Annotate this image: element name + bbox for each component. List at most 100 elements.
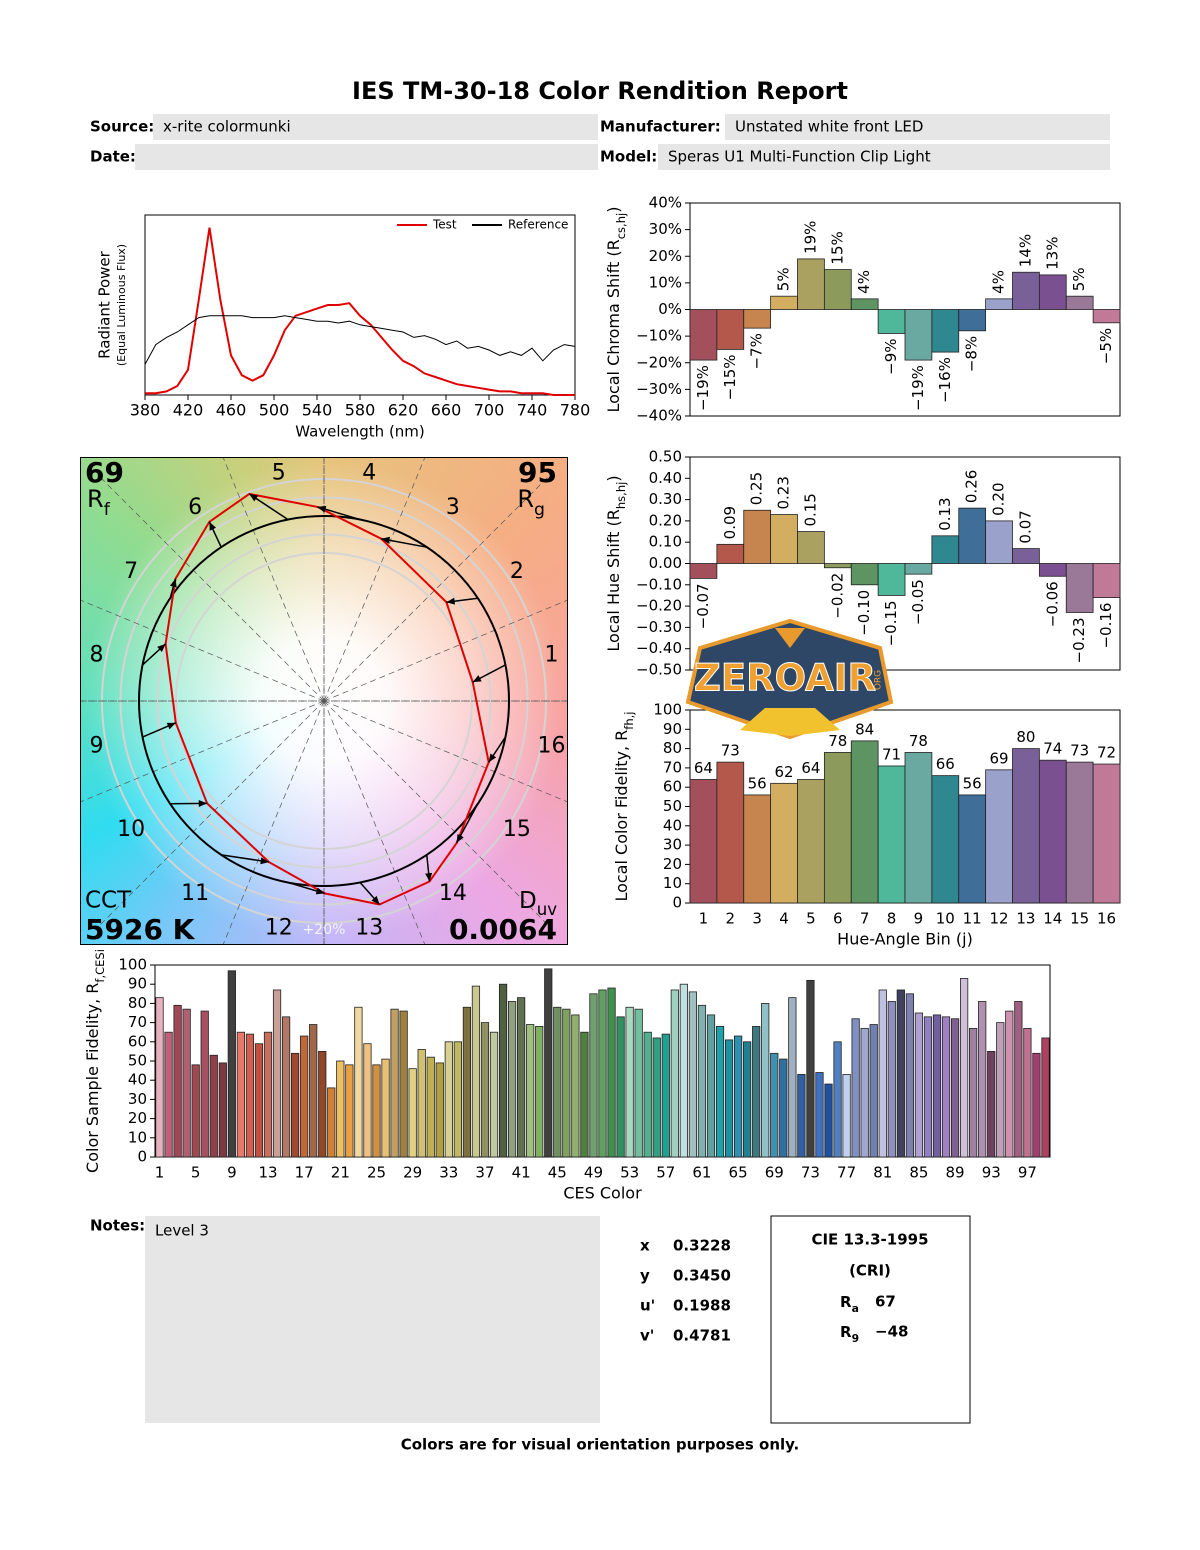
bar [985, 769, 1013, 904]
bar [291, 1052, 300, 1158]
y-tick-label: 10% [649, 273, 682, 291]
bar [716, 543, 745, 564]
bar [598, 989, 607, 1158]
ring-label: +20% [303, 922, 346, 938]
bar [480, 1022, 490, 1158]
bar [978, 1001, 987, 1158]
bin-boundary [323, 700, 567, 803]
bar [227, 970, 236, 1158]
x-tick-label: 4 [779, 910, 789, 928]
arrow-head [209, 521, 217, 531]
value-label: −0.23 [1070, 617, 1088, 663]
x-tick-label: 11 [963, 910, 982, 928]
bar [770, 295, 798, 310]
bar [517, 997, 526, 1158]
value-label: 69 [990, 749, 1009, 767]
x-axis-label: Wavelength (nm) [295, 423, 425, 441]
rg-label: Rg [517, 485, 545, 520]
bar [932, 1014, 942, 1158]
value-label: −8% [963, 336, 981, 372]
cri-symbol-letter: R [840, 1293, 852, 1311]
bar [958, 794, 987, 904]
bar [245, 1033, 255, 1158]
y-tick-label: −10% [636, 327, 682, 345]
value-label: 74 [1043, 740, 1062, 758]
value-label: 19% [801, 221, 819, 254]
x-tick-label: 16 [1097, 910, 1116, 928]
y-tick-label: 30 [128, 1090, 147, 1108]
x-tick-label: 1 [699, 910, 709, 928]
y-tick-label: 20 [663, 855, 682, 873]
value-label: 78 [909, 732, 928, 750]
bar [851, 1018, 860, 1158]
y-tick-label: 80 [663, 739, 682, 757]
bar [1092, 763, 1121, 904]
bar [960, 978, 969, 1158]
bar [985, 298, 1013, 310]
bin-boundary [323, 458, 426, 702]
bar [535, 1026, 544, 1158]
value-label: 5% [1070, 267, 1088, 291]
y-tick-label: 70 [663, 758, 682, 776]
watermark-road [740, 708, 840, 736]
hue-bin-label: 7 [124, 559, 138, 584]
value-label: 72 [1097, 744, 1116, 762]
arrow-head [488, 753, 497, 763]
x-tick-label: 13 [258, 1164, 277, 1182]
x-tick-label: 620 [388, 401, 419, 420]
y-axis-label-part: Color Sample Fidelity, R [83, 983, 102, 1173]
field-label: Model: [600, 148, 657, 166]
legend-label: Test [432, 218, 457, 232]
arrow-head [456, 833, 464, 843]
y-axis-label: Local Hue Shift (Rhs,hj) [604, 475, 628, 651]
value-label: 84 [855, 720, 874, 738]
bar [507, 1001, 517, 1158]
cri-title: CIE 13.3-1995 [811, 1231, 928, 1249]
bar [155, 997, 164, 1158]
bin-boundary [323, 599, 567, 702]
notes-text: Level 3 [155, 1222, 209, 1240]
bar [724, 1039, 734, 1158]
bar [309, 1024, 318, 1158]
y-tick-label: 0% [658, 300, 682, 318]
cct-value: 5926 K [85, 913, 196, 946]
hue-bin-label: 14 [439, 881, 467, 906]
bar [1032, 1052, 1041, 1158]
bar [869, 1024, 878, 1158]
x-tick-label: 37 [475, 1164, 494, 1182]
hue-bin-label: 6 [188, 495, 202, 520]
bar [1038, 759, 1067, 904]
arrow-head [260, 857, 270, 865]
x-tick-label: 500 [259, 401, 290, 420]
bar [797, 1074, 806, 1158]
bar [752, 1026, 761, 1158]
bar [914, 1012, 924, 1158]
bar [689, 779, 718, 904]
x-tick-label: 17 [295, 1164, 314, 1182]
x-tick-label: 61 [692, 1164, 711, 1182]
bar [842, 1074, 851, 1158]
value-label: −15% [721, 354, 739, 400]
field-value: x-rite colormunki [163, 118, 291, 136]
bar [985, 520, 1013, 564]
arrow-head [381, 536, 391, 544]
x-tick-label: 13 [1016, 910, 1035, 928]
bar [716, 761, 745, 904]
bar [770, 782, 798, 904]
hue-bin-label: 8 [89, 643, 103, 668]
cri-value: −48 [875, 1323, 908, 1341]
x-tick-label: 9 [914, 910, 924, 928]
x-tick-label: 33 [439, 1164, 458, 1182]
x-tick-label: 73 [801, 1164, 820, 1182]
bar [1012, 748, 1040, 904]
arrow-head [315, 887, 325, 895]
value-label: −19% [909, 365, 927, 411]
y-tick-label: 60 [128, 1032, 147, 1050]
hue-bin-label: 5 [272, 460, 286, 485]
bar [381, 1058, 390, 1158]
bar [191, 1064, 200, 1158]
x-tick-label: 14 [1043, 910, 1062, 928]
value-label: 0.25 [748, 472, 766, 505]
